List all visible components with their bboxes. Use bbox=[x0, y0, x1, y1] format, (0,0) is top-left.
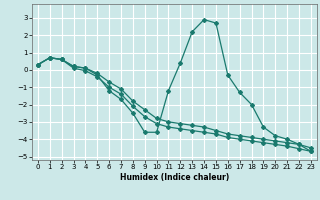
X-axis label: Humidex (Indice chaleur): Humidex (Indice chaleur) bbox=[120, 173, 229, 182]
